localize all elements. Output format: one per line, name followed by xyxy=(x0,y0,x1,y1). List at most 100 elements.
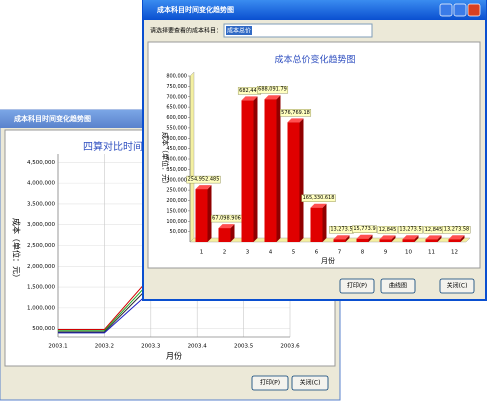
print-button[interactable] xyxy=(251,375,289,391)
print-button[interactable] xyxy=(339,278,375,294)
y-tick-label: 3,000,000 xyxy=(27,222,55,228)
curve-button[interactable] xyxy=(380,278,416,294)
bar-top xyxy=(425,235,442,240)
label-box xyxy=(301,194,336,202)
x-tick-label: 11 xyxy=(428,250,435,256)
x-tick-label: 5 xyxy=(292,250,296,256)
y-tick-label: 700,000 xyxy=(166,94,187,100)
label-box xyxy=(279,109,312,117)
data-label: 682,442 xyxy=(239,88,260,94)
bar-top xyxy=(264,95,281,100)
close-x-button[interactable] xyxy=(467,3,481,17)
bar xyxy=(310,207,323,242)
bar-top xyxy=(218,224,235,229)
data-label: 12,845 xyxy=(425,227,443,233)
bar-side xyxy=(345,235,350,242)
window-title: 成本科目时间变化趋势图 xyxy=(157,5,234,14)
bar-top xyxy=(402,235,419,240)
x-tick-label: 9 xyxy=(384,250,388,256)
y-tick-label: 4,500,000 xyxy=(27,160,55,166)
y-tick-label: 4,000,000 xyxy=(27,181,55,187)
y-tick-label: 750,000 xyxy=(166,84,187,90)
back-wall xyxy=(189,71,195,243)
bar xyxy=(195,189,208,242)
bar xyxy=(425,239,438,242)
y-tick-label: 350,000 xyxy=(166,167,187,173)
y-tick-label: 650,000 xyxy=(166,105,187,111)
title-bar xyxy=(143,0,486,20)
button-label: 关闭(C) xyxy=(300,379,321,387)
bar xyxy=(379,239,392,242)
close-button[interactable] xyxy=(291,375,329,391)
label-box xyxy=(256,86,289,94)
x-axis-label: 月份 xyxy=(166,351,182,361)
y-tick-label: 50,000 xyxy=(170,229,188,235)
window-title: 成本科目时间变化趋势图 xyxy=(14,114,91,123)
y-tick-label: 550,000 xyxy=(166,125,187,131)
bar-side xyxy=(299,118,304,242)
x-tick-label: 2003.4 xyxy=(188,344,208,350)
x-tick-label: 2003.5 xyxy=(234,344,254,350)
y-tick-label: 400,000 xyxy=(166,157,187,163)
bar-side xyxy=(437,235,442,242)
data-label: 165,330.618 xyxy=(303,195,335,201)
x-tick-label: 2 xyxy=(223,250,227,256)
y-tick-label: 600,000 xyxy=(166,115,187,121)
y-tick-label: 1,000,000 xyxy=(27,305,55,311)
x-tick-label: 2003.1 xyxy=(48,344,67,350)
series-line xyxy=(58,284,152,333)
bar-top xyxy=(241,96,258,101)
data-label: 15,773.9 xyxy=(353,226,375,232)
bar xyxy=(264,99,277,243)
button-label: 打印(P) xyxy=(347,282,367,290)
y-axis-label: 成本（单位：元） xyxy=(12,218,22,282)
dropdown-value: 成本总价 xyxy=(227,27,251,35)
y-tick-label: 300,000 xyxy=(166,177,187,183)
x-tick-label: 2003.6 xyxy=(280,344,300,350)
label-box xyxy=(442,226,471,234)
bar xyxy=(287,122,300,242)
dropdown[interactable] xyxy=(223,23,373,38)
bar-top xyxy=(356,234,373,239)
bar-top xyxy=(379,235,396,240)
bar-top xyxy=(195,185,212,190)
y-tick-label: 500,000 xyxy=(166,136,187,142)
front-window: 成本科目时间变化趋势图 请选择要查看的成本科目： 成本总价 打印(P) 曲线图 … xyxy=(142,0,487,301)
bar-side xyxy=(368,234,373,242)
series-line xyxy=(58,290,152,334)
data-label: 254,952.485 xyxy=(188,177,220,183)
minimize-button[interactable] xyxy=(439,3,453,17)
bar-side xyxy=(414,235,419,242)
bar-side xyxy=(460,235,465,242)
bar xyxy=(218,228,231,242)
bar-side xyxy=(230,224,235,242)
bar-side xyxy=(391,235,396,242)
y-tick-label: 450,000 xyxy=(166,146,187,152)
bar-side xyxy=(253,96,258,243)
chart-title: 成本总价变化趋势图 xyxy=(274,54,355,66)
label-box xyxy=(186,175,221,184)
bar-side xyxy=(322,203,327,242)
chart-title: 四算对比时间 xyxy=(83,140,143,153)
series-line xyxy=(58,280,152,332)
data-label: 13,273.5 xyxy=(330,227,352,233)
x-tick-label: 12 xyxy=(451,250,458,256)
y-tick-label: 3,500,000 xyxy=(27,201,55,207)
bar xyxy=(333,239,346,242)
data-label: 13,273.5 xyxy=(399,227,421,233)
y-tick-label: 100,000 xyxy=(166,219,187,225)
bar-top xyxy=(448,235,465,240)
bar xyxy=(356,238,369,242)
y-tick-label: 2,500,000 xyxy=(27,243,55,249)
data-label: 576,769.18 xyxy=(281,110,310,116)
maximize-button[interactable] xyxy=(453,3,467,17)
x-tick-label: 8 xyxy=(361,250,365,256)
button-label: 曲线图 xyxy=(389,282,407,290)
label-box xyxy=(377,226,398,234)
close-button[interactable] xyxy=(439,278,475,294)
bar-side xyxy=(207,185,212,242)
button-label: 关闭(C) xyxy=(447,282,468,290)
series-line xyxy=(58,276,152,331)
x-tick-label: 1 xyxy=(200,250,204,256)
y-tick-label: 200,000 xyxy=(166,198,187,204)
